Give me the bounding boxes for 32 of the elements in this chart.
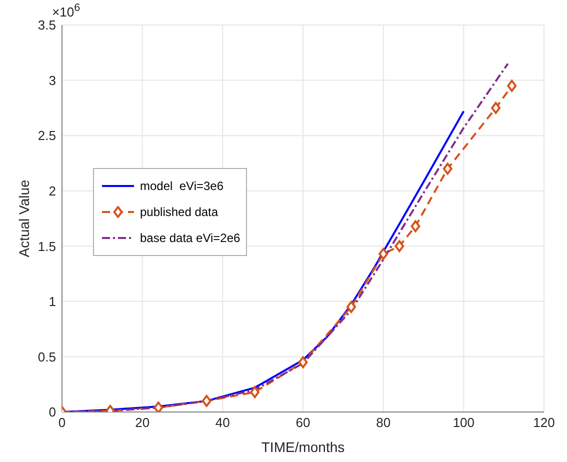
- point: [154, 402, 164, 412]
- x-tick-label: 120: [533, 415, 555, 430]
- text: ×10$^{6}$: [52, 2, 80, 20]
- x-tick-label: 80: [376, 415, 391, 430]
- y-tick-label: 2: [48, 183, 56, 198]
- legend-label: base data eVi=2e6: [140, 231, 240, 245]
- y-tick-label: 2.5: [38, 128, 56, 144]
- point: [298, 356, 308, 368]
- y-axis-title: Actual Value: [16, 180, 32, 258]
- y-tick-label: 3: [48, 72, 56, 88]
- x-tick-label: 60: [296, 415, 310, 430]
- point: [410, 220, 420, 232]
- point: [442, 162, 452, 175]
- point: [378, 248, 388, 260]
- point: [491, 102, 501, 114]
- legend-label: model eVi=3e6: [140, 179, 224, 193]
- y-tick-label: 3.5: [38, 18, 56, 33]
- y-tick-label: 0.5: [38, 349, 56, 364]
- y-tick-label: 0: [48, 404, 56, 420]
- x-tick-label: 100: [452, 415, 475, 430]
- x-tick-label: 40: [215, 415, 230, 430]
- x-axis-title: TIME/months: [261, 439, 345, 455]
- y-tick-label: 1.5: [38, 238, 56, 254]
- x-tick-label: 0: [58, 415, 66, 430]
- point: [346, 300, 356, 313]
- x-tick-label: 20: [135, 415, 150, 430]
- legend-label: published data: [140, 205, 218, 219]
- point: [507, 80, 517, 92]
- point: [394, 240, 404, 252]
- point: [202, 394, 212, 407]
- y-tick-label: 1: [48, 294, 56, 310]
- point: [250, 386, 260, 398]
